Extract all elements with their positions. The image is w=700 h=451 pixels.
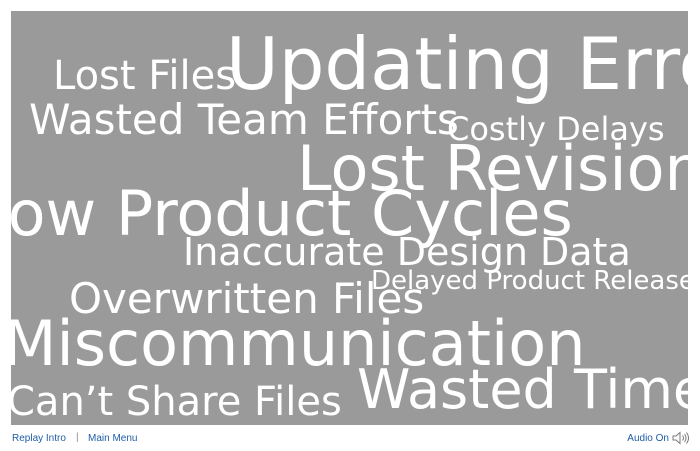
word-lost-files: Lost Files — [53, 53, 237, 99]
word-overwritten-files: Overwritten Files — [69, 274, 425, 323]
word-cant-share-files: Can’t Share Files — [11, 379, 342, 425]
word-slow-product-cycles: Slow Product Cycles — [11, 177, 573, 250]
word-lost-revisions: Lost Revisions — [297, 132, 688, 205]
footer-bar: Replay Intro | Main Menu Audio On — [0, 428, 700, 451]
footer-separator: | — [76, 432, 79, 443]
word-inaccurate-design-data: Inaccurate Design Data — [183, 230, 631, 274]
word-wasted-team-efforts: Wasted Team Efforts — [29, 95, 459, 144]
speaker-icon — [672, 431, 689, 445]
main-menu-link[interactable]: Main Menu — [88, 433, 138, 444]
word-delayed-product-releases: Delayed Product Releases — [371, 266, 688, 296]
word-costly-delays: Costly Delays — [447, 110, 665, 148]
word-wasted-time: Wasted Time — [357, 358, 688, 421]
replay-intro-link[interactable]: Replay Intro — [12, 433, 66, 444]
word-updating-errors: Updating Errors — [226, 22, 688, 106]
audio-toggle[interactable]: Audio On — [627, 431, 690, 445]
word-miscommunication: Miscommunication — [11, 307, 586, 380]
audio-label: Audio On — [627, 432, 669, 444]
word-cloud-panel: Lost Files Updating Errors Wasted Team E… — [11, 11, 688, 425]
